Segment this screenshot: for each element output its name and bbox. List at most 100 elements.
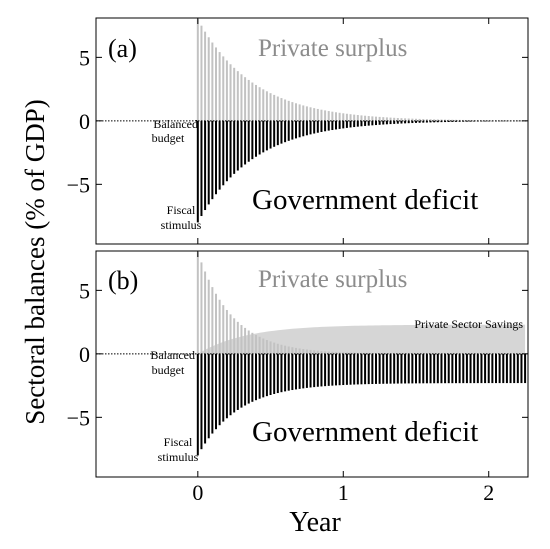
deficit-bar-a-43 <box>353 120 356 128</box>
panel-label-a: (a) <box>108 34 137 63</box>
surplus-bar-b-4 <box>211 287 214 354</box>
surplus-bar-b-1 <box>200 262 203 354</box>
surplus-bar-a-60 <box>415 118 417 121</box>
balanced-budget-label-b-line2: budget <box>152 363 185 377</box>
deficit-bar-a-17 <box>258 120 261 155</box>
surplus-bar-b-29 <box>302 349 305 354</box>
surplus-bar-b-24 <box>284 345 287 354</box>
deficit-bar-a-34 <box>320 120 323 132</box>
deficit-bar-b-26 <box>291 353 294 391</box>
deficit-bar-a-49 <box>375 120 377 126</box>
deficit-bar-b-84 <box>502 353 505 384</box>
deficit-bar-a-14 <box>247 120 250 162</box>
deficit-bar-a-33 <box>316 120 319 133</box>
surplus-bar-a-27 <box>295 103 297 121</box>
deficit-bar-b-55 <box>396 353 399 384</box>
deficit-bar-b-41 <box>345 353 348 385</box>
deficit-bar-b-68 <box>444 353 447 384</box>
surplus-bar-b-19 <box>265 340 268 354</box>
deficit-bar-a-21 <box>273 120 276 147</box>
surplus-bar-a-21 <box>273 94 276 121</box>
deficit-bar-b-33 <box>316 353 319 387</box>
deficit-bar-a-4 <box>211 120 214 200</box>
deficit-bar-b-6 <box>218 353 221 426</box>
deficit-bar-a-32 <box>313 120 316 134</box>
surplus-bar-b-11 <box>236 321 239 354</box>
deficit-bar-b-31 <box>309 353 312 388</box>
deficit-bar-a-19 <box>265 120 268 151</box>
surplus-bar-a-17 <box>258 87 261 121</box>
surplus-bar-b-31 <box>309 349 312 354</box>
fiscal-stimulus-label-a-line1: Fiscal <box>167 203 196 217</box>
deficit-bar-b-5 <box>215 353 217 430</box>
deficit-bar-a-58 <box>407 120 410 124</box>
surplus-bar-b-27 <box>295 347 297 354</box>
surplus-bar-a-44 <box>356 115 359 121</box>
surplus-bar-b-12 <box>240 325 243 354</box>
surplus-bar-a-75 <box>469 120 472 121</box>
surplus-bar-b-9 <box>229 314 232 354</box>
surplus-bar-a-11 <box>236 71 239 121</box>
surplus-bar-b-28 <box>298 348 301 354</box>
deficit-bar-b-73 <box>462 353 465 384</box>
deficit-bar-b-34 <box>320 353 323 387</box>
deficit-bar-a-46 <box>364 120 367 126</box>
surplus-bar-a-16 <box>255 84 257 121</box>
surplus-bar-b-38 <box>335 351 337 354</box>
deficit-bar-b-85 <box>505 353 508 384</box>
surplus-bar-b-33 <box>316 350 319 354</box>
deficit-bar-a-74 <box>465 120 468 122</box>
y-tick-label-b--5: −5 <box>67 405 90 430</box>
deficit-bar-b-51 <box>382 353 385 384</box>
deficit-bar-b-70 <box>451 353 454 384</box>
surplus-bar-b-23 <box>280 344 283 354</box>
x-axis-label: Year <box>289 507 341 538</box>
deficit-bar-b-42 <box>349 353 352 385</box>
balanced-budget-label-a-line2: budget <box>152 131 185 145</box>
surplus-bar-b-0 <box>196 252 199 354</box>
deficit-bar-b-57 <box>404 353 407 384</box>
deficit-bar-a-60 <box>415 120 417 123</box>
surplus-bar-b-30 <box>305 349 308 354</box>
deficit-bar-a-63 <box>425 120 428 123</box>
surplus-bar-b-25 <box>287 346 290 354</box>
deficit-bar-b-17 <box>258 353 261 399</box>
deficit-bar-b-59 <box>411 353 414 384</box>
deficit-bar-b-53 <box>389 353 392 384</box>
y-axis-label: Sectoral balances (% of GDP) <box>20 99 50 424</box>
surplus-bar-b-46 <box>364 353 367 354</box>
y-tick-label-a-5: 5 <box>79 45 90 70</box>
surplus-bar-b-7 <box>222 305 225 354</box>
deficit-bar-b-48 <box>371 353 374 385</box>
government-deficit-label-a: Government deficit <box>252 184 478 216</box>
surplus-bar-a-47 <box>367 116 370 121</box>
deficit-bar-b-82 <box>495 353 497 384</box>
surplus-bar-a-65 <box>433 119 436 121</box>
surplus-bar-a-22 <box>276 96 279 121</box>
surplus-bar-a-56 <box>400 118 403 121</box>
deficit-bar-a-8 <box>225 120 228 182</box>
deficit-bar-a-1 <box>200 120 203 217</box>
y-tick-label-b-0: 0 <box>79 342 90 367</box>
deficit-bar-a-66 <box>436 120 439 123</box>
deficit-bar-b-23 <box>280 353 283 393</box>
deficit-bar-b-58 <box>407 353 410 384</box>
deficit-bar-a-3 <box>207 120 210 205</box>
x-tick-label-1: 1 <box>338 480 349 505</box>
surplus-bar-b-6 <box>218 299 221 354</box>
surplus-bar-a-52 <box>385 117 388 121</box>
surplus-bar-a-12 <box>240 74 243 121</box>
deficit-bar-a-20 <box>269 120 272 149</box>
surplus-bar-a-64 <box>429 119 432 121</box>
deficit-bar-a-0 <box>196 120 199 223</box>
deficit-bar-b-64 <box>429 353 432 384</box>
deficit-bar-b-3 <box>207 353 210 439</box>
deficit-bar-a-7 <box>222 120 225 186</box>
surplus-bar-a-14 <box>247 79 250 121</box>
bars-panel-b <box>196 251 527 477</box>
deficit-bar-b-60 <box>415 353 417 384</box>
surplus-bar-a-20 <box>269 93 272 121</box>
deficit-bar-a-54 <box>393 120 396 124</box>
surplus-bar-a-29 <box>302 105 305 121</box>
